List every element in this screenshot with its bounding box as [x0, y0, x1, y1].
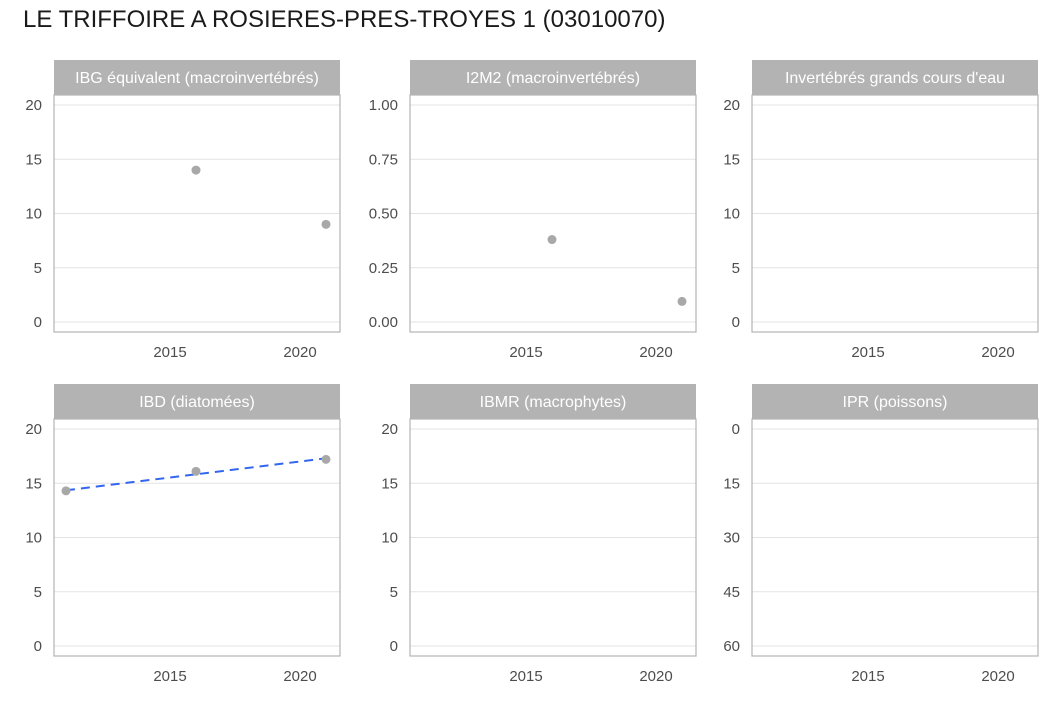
trend-line: [65, 457, 327, 492]
y-tick-label: 5: [732, 260, 740, 277]
data-point: [677, 296, 687, 306]
y-tick-label: 20: [723, 97, 740, 114]
panel-border: [409, 94, 697, 333]
y-tick-label: 0.25: [369, 260, 398, 277]
y-tick-label: 30: [723, 530, 740, 547]
strip-background: [752, 60, 1038, 95]
strip-background: [410, 384, 696, 419]
y-tick-label: 0.75: [369, 151, 398, 168]
x-tick-label: 2015: [509, 668, 542, 685]
x-tick-label: 2020: [639, 668, 672, 685]
y-tick-label: 10: [25, 530, 42, 547]
y-tick-label: 0: [732, 314, 740, 331]
panel-title: IBG équivalent (macroinvertébrés): [75, 70, 319, 87]
facet-panel: IBG équivalent (macroinvertébrés) 0 5 10 15 2…: [25, 60, 341, 361]
panel-border: [53, 94, 341, 333]
y-tick-label: 15: [723, 151, 740, 168]
y-tick-label: 0.00: [369, 314, 398, 331]
y-tick-label: 20: [25, 97, 42, 114]
x-tick-label: 2015: [153, 668, 186, 685]
y-tick-label: 5: [390, 584, 398, 601]
strip-background: [54, 384, 340, 419]
panel-border: [751, 94, 1039, 333]
panel-title: IBD (diatomées): [139, 394, 255, 411]
facet-panel: IBD (diatomées) 0 5 10 15 20 2015 2020: [25, 384, 341, 685]
y-tick-label: 15: [381, 475, 398, 492]
x-tick-label: 2020: [283, 344, 316, 361]
y-tick-label: 20: [381, 421, 398, 438]
y-tick-label: 0.50: [369, 206, 398, 223]
y-tick-label: 5: [34, 584, 42, 601]
y-tick-label: 5: [34, 260, 42, 277]
x-tick-label: 2015: [509, 344, 542, 361]
y-tick-label: 0: [390, 638, 398, 655]
y-tick-label: 15: [723, 475, 740, 492]
panel-border: [751, 418, 1039, 657]
data-point: [61, 486, 71, 496]
strip-background: [410, 60, 696, 95]
y-tick-label: 10: [25, 206, 42, 223]
facet-panel: IBMR (macrophytes) 0 5 10 15 20 2015 2020: [381, 384, 697, 685]
panel-title: IBMR (macrophytes): [480, 394, 627, 411]
y-tick-label: 0: [732, 421, 740, 438]
y-tick-label: 20: [25, 421, 42, 438]
facet-panel: Invertébrés grands cours d'eau0510152020…: [723, 60, 1039, 361]
y-tick-label: 10: [723, 206, 740, 223]
x-tick-label: 2015: [153, 344, 186, 361]
x-tick-label: 2020: [283, 668, 316, 685]
x-tick-label: 2020: [981, 344, 1014, 361]
panel-border: [53, 418, 341, 657]
data-point: [321, 219, 331, 229]
y-tick-label: 15: [25, 151, 42, 168]
panel-title: IPR (poissons): [843, 394, 948, 411]
x-tick-label: 2015: [851, 344, 884, 361]
y-tick-label: 10: [381, 530, 398, 547]
facet-panel: IPR (poissons) 0 15 30 45 60 2015 2020: [723, 384, 1039, 685]
y-tick-label: 45: [723, 584, 740, 601]
y-tick-label: 15: [25, 475, 42, 492]
facet-panel: I2M2 (macroinvertébrés) 0.00 0.25 0.50 0.75 1…: [369, 60, 697, 361]
y-tick-label: 60: [723, 638, 740, 655]
data-point: [321, 454, 331, 464]
data-point: [191, 165, 201, 175]
panel-border: [409, 418, 697, 657]
data-point: [191, 466, 201, 476]
data-point: [547, 235, 557, 245]
x-tick-label: 2020: [981, 668, 1014, 685]
panel-title: I2M2 (macroinvertébrés): [466, 70, 640, 87]
strip-background: [54, 60, 340, 95]
page-title: LE TRIFFOIRE A ROSIERES-PRES-TROYES 1 (0…: [23, 6, 666, 33]
panel-title: Invertébrés grands cours d'eau: [785, 70, 1005, 87]
x-tick-label: 2020: [639, 344, 672, 361]
y-tick-label: 0: [34, 314, 42, 331]
x-tick-label: 2015: [851, 668, 884, 685]
strip-background: [752, 384, 1038, 419]
y-tick-label: 0: [34, 638, 42, 655]
y-tick-label: 1.00: [369, 97, 398, 114]
